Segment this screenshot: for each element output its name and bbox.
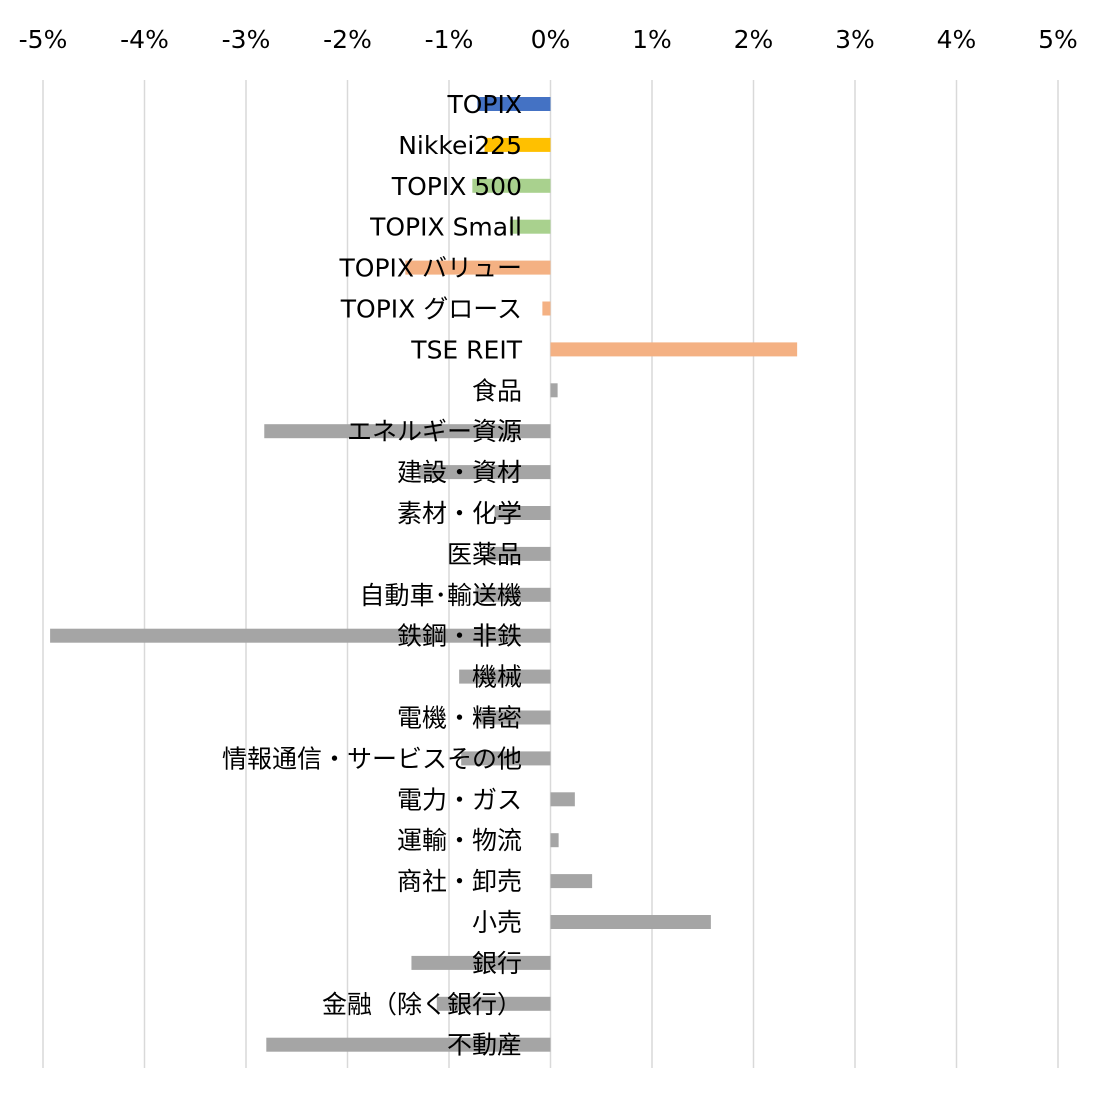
bar	[475, 587, 551, 602]
category-labels: TOPIX Nikkei225 TOPIX 500 TOPIX Small TOPIX …	[222, 90, 523, 1060]
x-tick-label: 1%	[632, 25, 672, 54]
bar	[550, 915, 711, 929]
category-label: 運輸・物流	[397, 826, 522, 855]
x-tick-label: -3%	[222, 25, 271, 54]
bar	[405, 260, 551, 275]
category-label: 銀行	[472, 949, 522, 978]
category-label: 小売	[472, 908, 522, 937]
bar	[494, 506, 551, 520]
category-label: 医薬品	[447, 540, 522, 569]
category-label: TOPIX 500	[391, 172, 522, 201]
category-label: 食品	[472, 376, 522, 405]
bar	[472, 178, 551, 193]
x-tick-label: 0%	[531, 25, 571, 54]
gridlines	[42, 80, 1059, 1068]
x-tick-label: 5%	[1038, 25, 1078, 54]
category-label: TOPIX グロース	[340, 295, 522, 324]
category-label: 金融（除く銀行）	[322, 990, 522, 1019]
bar	[550, 833, 559, 848]
bar	[264, 424, 551, 439]
x-tick-label: -2%	[323, 25, 372, 54]
category-label: 機械	[472, 663, 522, 692]
bar	[477, 97, 551, 111]
category-label: 鉄鋼・非鉄	[397, 622, 522, 651]
bars	[50, 97, 798, 1052]
bar	[484, 137, 551, 152]
bar	[550, 874, 593, 889]
category-label: 電機・精密	[397, 704, 522, 733]
bar	[550, 342, 798, 357]
x-axis-tick-labels: -5% -4% -3% -2% -1% 0% 1% 2% 3% 4% 5%	[19, 25, 1078, 54]
bar	[542, 301, 551, 316]
bar	[550, 792, 575, 807]
category-label: 不動産	[447, 1031, 522, 1060]
category-label: TSE REIT	[410, 335, 522, 364]
category-label: TOPIX バリュー	[339, 254, 522, 283]
category-label: Nikkei225	[398, 131, 522, 160]
bar	[550, 383, 558, 398]
category-label: 電力・ガス	[397, 785, 522, 814]
category-label: エネルギー資源	[347, 417, 522, 446]
category-label: TOPIX Small	[369, 213, 522, 242]
category-label: TOPIX	[446, 90, 522, 119]
bar	[266, 1037, 551, 1052]
bar	[487, 546, 551, 561]
bar	[418, 465, 551, 480]
bar	[411, 955, 551, 970]
x-tick-label: 4%	[937, 25, 977, 54]
bar	[461, 751, 551, 766]
bar	[509, 219, 551, 234]
x-tick-label: -5%	[19, 25, 68, 54]
category-label: 商社・卸売	[397, 867, 522, 896]
bar	[50, 628, 551, 643]
x-tick-label: 2%	[734, 25, 774, 54]
x-tick-label: -4%	[120, 25, 169, 54]
category-label: 情報通信・サービスその他	[222, 744, 522, 773]
category-label: 建設・資材	[397, 458, 522, 487]
bar	[436, 996, 551, 1011]
bar	[459, 669, 551, 684]
bar	[479, 710, 551, 725]
x-tick-label: 3%	[835, 25, 875, 54]
category-label: 自動車･輸送機	[359, 581, 522, 610]
category-label: 素材・化学	[397, 499, 522, 528]
x-tick-label: -1%	[425, 25, 474, 54]
